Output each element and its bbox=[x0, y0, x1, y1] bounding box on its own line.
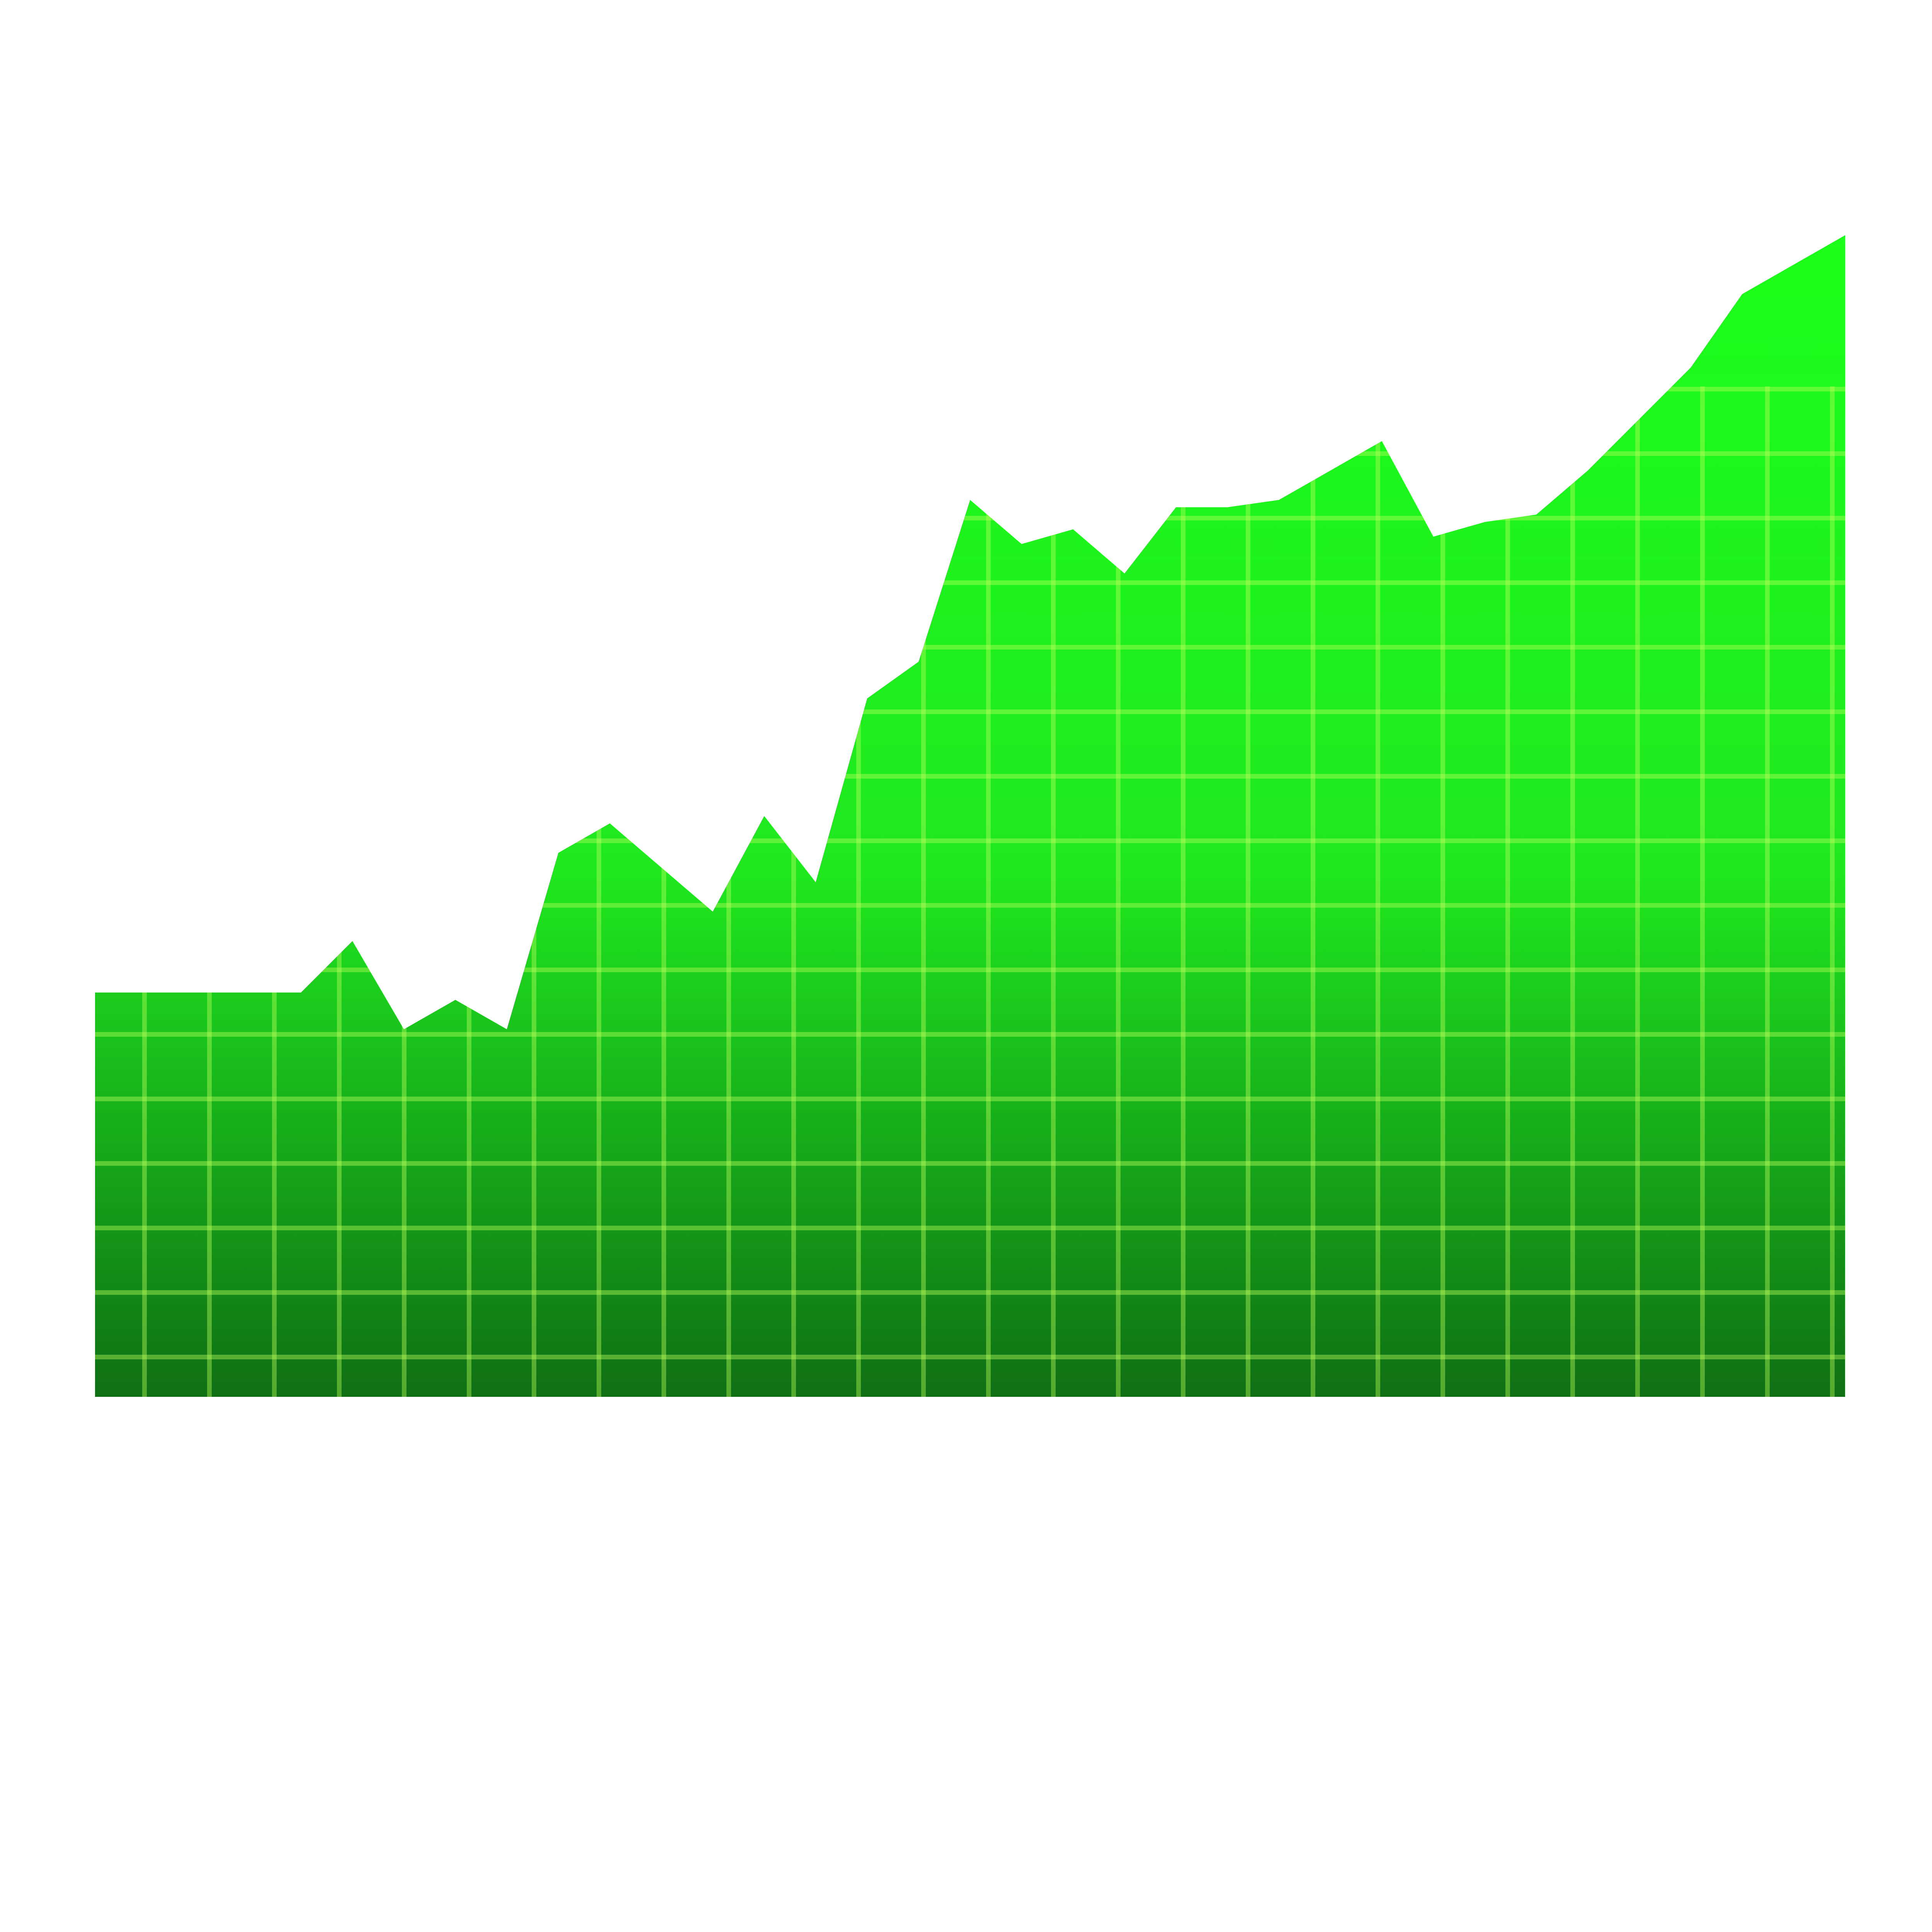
area-series-fill bbox=[95, 235, 1845, 1397]
plot-area bbox=[95, 235, 1845, 1397]
